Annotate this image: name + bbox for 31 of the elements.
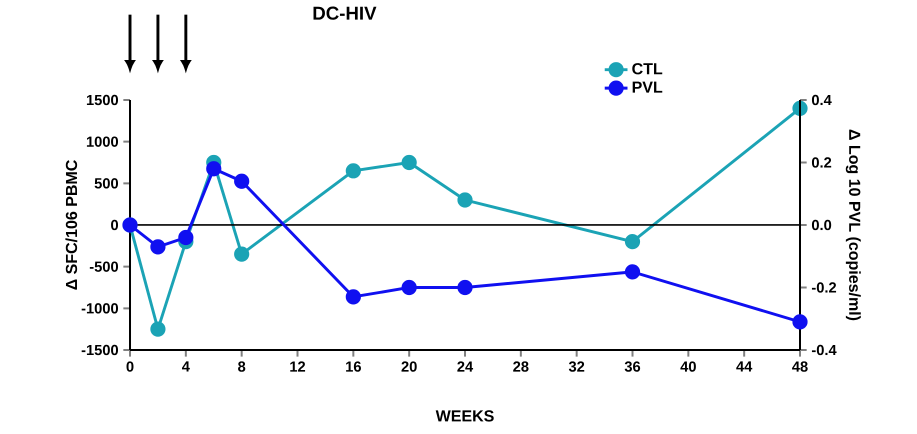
y2-tick-label: -0.2 bbox=[812, 282, 836, 293]
chart-title: DC-HIV bbox=[314, 6, 376, 20]
legend-label: PVL bbox=[632, 82, 662, 93]
y-tick-label: 1000 bbox=[86, 136, 118, 147]
y-tick-label: 1500 bbox=[86, 94, 118, 106]
x-tick-label: 28 bbox=[513, 361, 529, 372]
y-tick-label: 0 bbox=[111, 220, 118, 230]
y-tick-label: -1000 bbox=[82, 303, 118, 314]
x-tick-label: 4 bbox=[182, 361, 190, 372]
x-tick-label: 8 bbox=[238, 361, 246, 372]
legend-label: CTL bbox=[632, 63, 662, 74]
y2-tick-label: 0.4 bbox=[812, 94, 832, 106]
x-tick-label: 24 bbox=[457, 361, 474, 372]
x-tick-label: 48 bbox=[792, 361, 808, 372]
x-tick-label: 16 bbox=[346, 361, 361, 372]
y2-tick-label: 0.2 bbox=[812, 157, 832, 168]
y-tick-label: -500 bbox=[90, 261, 118, 272]
y-tick-label: -1500 bbox=[82, 344, 118, 356]
x-tick-label: 44 bbox=[736, 361, 752, 372]
y2-tick-label: -0.4 bbox=[812, 344, 837, 356]
y2-tick-label: 0.0 bbox=[812, 220, 832, 230]
x-tick-label: 36 bbox=[624, 361, 640, 372]
x-tick-label: 32 bbox=[568, 361, 584, 372]
x-tick-label: 0 bbox=[126, 361, 134, 372]
x-tick-label: 12 bbox=[290, 361, 306, 372]
y-axis-title: Δ SFC/106 PBMC bbox=[65, 160, 78, 290]
y2-axis-title: Δ Log 10 PVL (copies/ml) bbox=[846, 130, 861, 320]
x-tick-label: 40 bbox=[680, 361, 696, 372]
x-tick-label: 20 bbox=[402, 361, 417, 372]
y-tick-label: 500 bbox=[94, 178, 118, 189]
x-axis-title: WEEKS bbox=[436, 410, 494, 422]
